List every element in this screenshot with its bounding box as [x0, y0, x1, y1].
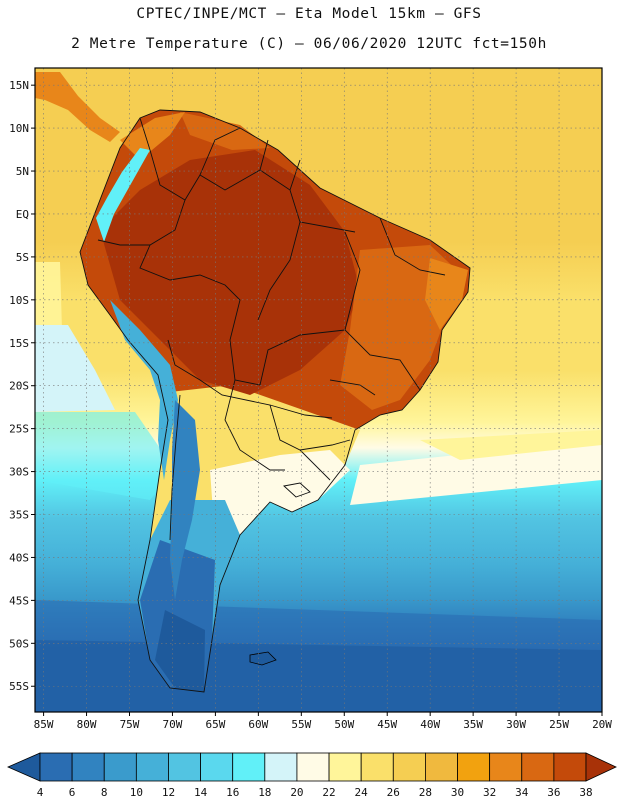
colorbar-label: 6 — [69, 786, 76, 799]
y-tick-label: 15N — [9, 79, 29, 92]
colorbar-label: 10 — [130, 786, 143, 799]
y-tick-label: 5S — [16, 251, 29, 264]
x-tick-label: 45W — [377, 718, 397, 731]
x-tick-label: 40W — [420, 718, 440, 731]
colorbar-label: 34 — [515, 786, 529, 799]
colorbar-label: 22 — [322, 786, 335, 799]
y-tick-label: 30S — [9, 466, 29, 479]
y-tick-label: 25S — [9, 423, 29, 436]
colorbar-high-arrow — [585, 752, 617, 782]
x-tick-label: 35W — [463, 718, 483, 731]
y-tick-label: 10S — [9, 294, 29, 307]
colorbar-label: 24 — [355, 786, 369, 799]
colorbar-box — [425, 752, 458, 782]
colorbar-box — [103, 752, 137, 782]
colorbar-box — [521, 752, 555, 782]
colorbar-label: 28 — [419, 786, 432, 799]
colorbar-label: 14 — [194, 786, 208, 799]
colorbar-box — [328, 752, 362, 782]
colorbar-label: 4 — [37, 786, 44, 799]
colorbar-label: 36 — [547, 786, 560, 799]
colorbar-box — [71, 752, 105, 782]
colorbar-box — [296, 752, 330, 782]
colorbar-box — [457, 752, 491, 782]
political-borders — [79, 109, 471, 693]
x-tick-label: 85W — [34, 718, 54, 731]
colorbar-label: 12 — [162, 786, 175, 799]
x-tick-label: 75W — [120, 718, 140, 731]
colorbar-label: 38 — [579, 786, 592, 799]
x-tick-label: 30W — [506, 718, 526, 731]
x-tick-label: 65W — [205, 718, 225, 731]
colorbar-label: 16 — [226, 786, 239, 799]
colorbar-label: 18 — [258, 786, 271, 799]
y-tick-label: 55S — [9, 680, 29, 693]
y-tick-label: 20S — [9, 380, 29, 393]
colorbar-box — [553, 752, 587, 782]
colorbar-box — [360, 752, 394, 782]
y-tick-label: 35S — [9, 509, 29, 522]
y-tick-label: 45S — [9, 594, 29, 607]
colorbar-label: 32 — [483, 786, 496, 799]
colorbar-box — [168, 752, 201, 782]
plot-frame — [34, 67, 603, 713]
y-tick-label: EQ — [16, 208, 29, 221]
colorbar-label: 30 — [451, 786, 464, 799]
y-tick-label: 5N — [16, 165, 29, 178]
x-tick-label: 60W — [248, 718, 268, 731]
x-tick-label: 70W — [163, 718, 183, 731]
y-tick-label: 50S — [9, 637, 29, 650]
colorbar-box — [200, 752, 234, 782]
x-tick-label: 20W — [592, 718, 612, 731]
colorbar-box — [135, 752, 169, 782]
colorbar-label: 20 — [290, 786, 303, 799]
colorbar-box — [264, 752, 298, 782]
colorbar-box — [232, 752, 266, 782]
y-tick-label: 40S — [9, 551, 29, 564]
colorbar-label: 26 — [387, 786, 400, 799]
title-line-2: 2 Metre Temperature (C) — 06/06/2020 12U… — [71, 36, 547, 52]
y-tick-label: 15S — [9, 337, 29, 350]
graticule — [35, 68, 602, 712]
colorbar-box — [489, 752, 523, 782]
x-tick-label: 25W — [549, 718, 569, 731]
x-tick-label: 80W — [77, 718, 97, 731]
colorbar-box — [39, 752, 73, 782]
colorbar-label: 8 — [101, 786, 108, 799]
title-line-1: CPTEC/INPE/MCT — Eta Model 15km — GFS — [136, 6, 482, 22]
x-tick-label: 55W — [291, 718, 311, 731]
colorbar-low-arrow — [7, 752, 41, 782]
x-tick-label: 50W — [334, 718, 354, 731]
y-tick-label: 10N — [9, 122, 29, 135]
colorbar-box — [392, 752, 426, 782]
